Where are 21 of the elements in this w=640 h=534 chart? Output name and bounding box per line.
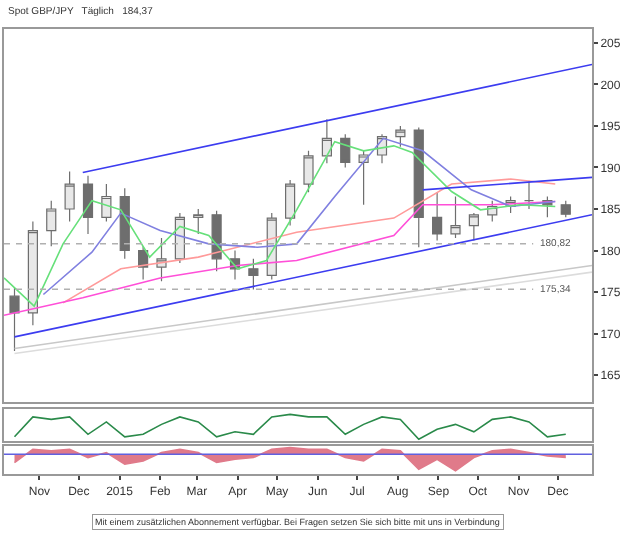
candlestick xyxy=(303,150,314,193)
candlestick xyxy=(211,210,222,272)
candlestick xyxy=(321,118,332,164)
candlestick xyxy=(432,191,443,242)
candlestick xyxy=(248,258,259,291)
candlestick xyxy=(46,200,57,247)
candlestick xyxy=(340,133,351,169)
candlestick xyxy=(9,287,20,352)
candlestick xyxy=(64,171,75,223)
candlestick xyxy=(285,179,296,227)
candlestick xyxy=(395,125,406,148)
candlestick xyxy=(468,212,479,242)
candlestick xyxy=(560,200,571,218)
candlestick xyxy=(523,180,535,210)
candlestick xyxy=(101,183,112,223)
candlestick xyxy=(27,220,38,326)
candlestick xyxy=(413,126,424,248)
candlestick xyxy=(358,150,369,206)
candlestick xyxy=(450,195,461,239)
candlestick xyxy=(193,208,204,235)
candlestick xyxy=(82,175,94,235)
